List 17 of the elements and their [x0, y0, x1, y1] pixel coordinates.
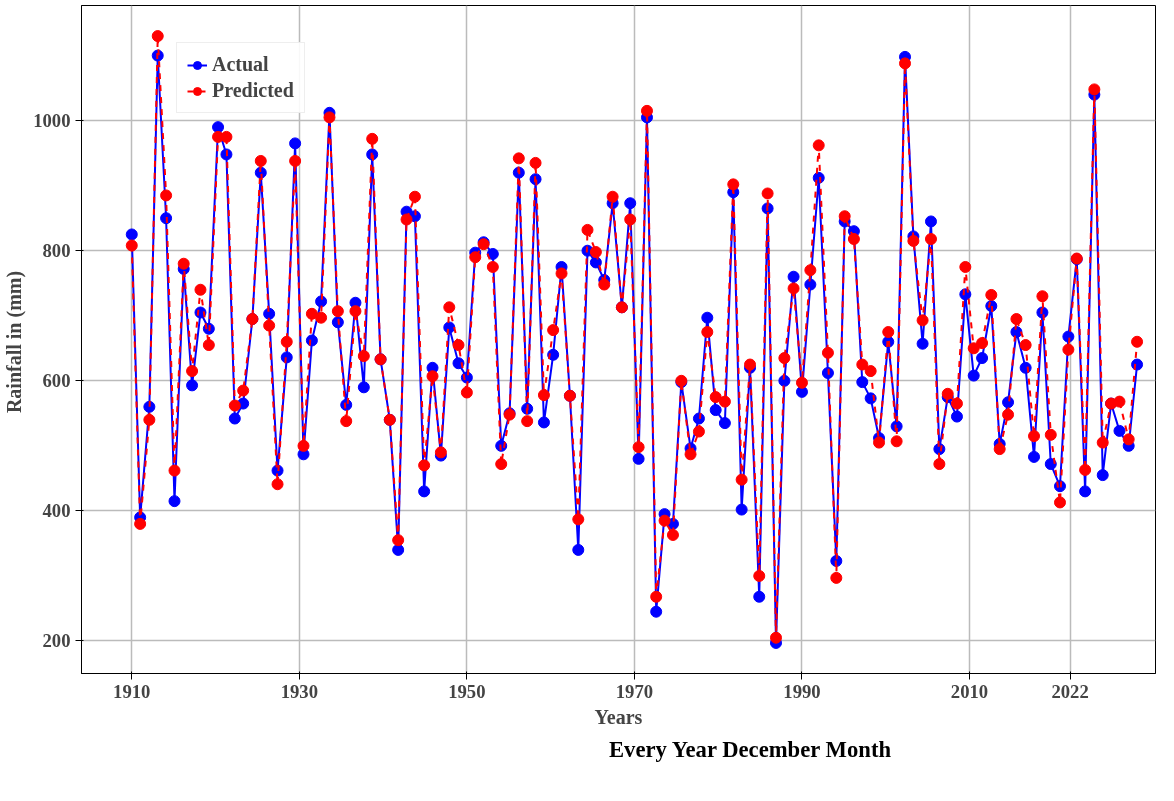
x-tick-label: 2022 — [1051, 680, 1089, 702]
y-tick-label: 800 — [42, 240, 71, 262]
text: Every Year December Month — [608, 736, 892, 764]
y-tick-label: 600 — [42, 370, 71, 392]
x-tick-label: 1950 — [448, 680, 486, 702]
x-tick-label: 1930 — [280, 680, 318, 702]
legend-label: Predicted — [212, 79, 294, 102]
y-tick-label: 1000 — [33, 110, 71, 132]
y-tick-label: 200 — [42, 630, 71, 652]
x-tick-label: 1970 — [615, 680, 654, 702]
x-tick-label: 1910 — [113, 680, 151, 702]
x-axis-title: Years — [594, 705, 643, 728]
y-axis-title: Rainfall in (mm) — [3, 270, 27, 414]
x-tick-label: 1990 — [783, 680, 821, 702]
y-tick-label: 400 — [42, 500, 71, 522]
x-tick-label: 2010 — [950, 680, 989, 702]
legend-label: Actual — [212, 53, 269, 76]
